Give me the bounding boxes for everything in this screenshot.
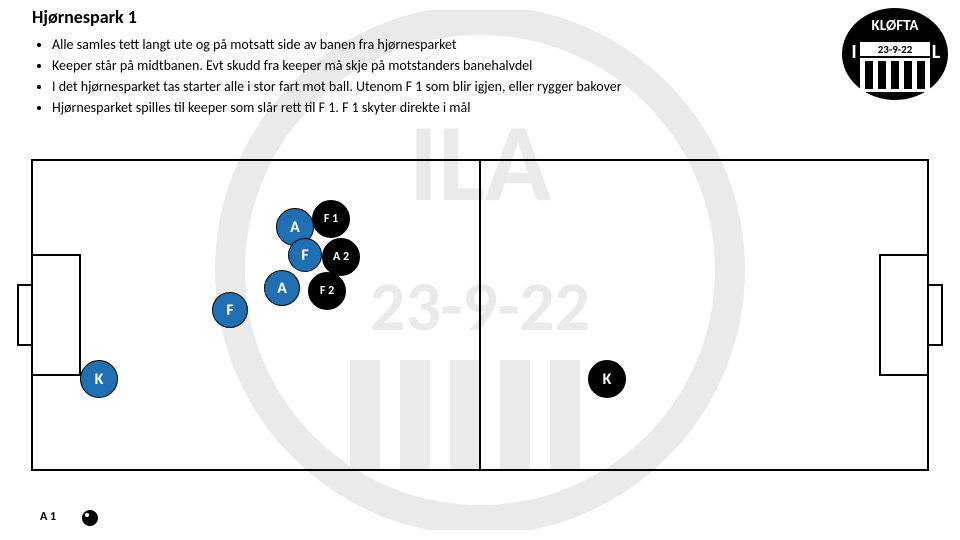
player-k-left: K (80, 360, 118, 398)
bullet-item: Alle samles tett langt ute og på motsatt… (52, 34, 622, 55)
player-k-right: K (588, 360, 626, 398)
bullet-list: Alle samles tett langt ute og på motsatt… (36, 34, 622, 118)
player-f2: F 2 (308, 272, 346, 310)
bullet-item: Hjørnesparket spilles til keeper som slå… (52, 97, 622, 118)
player-f1: F 1 (312, 200, 350, 238)
logo-side-right: L (932, 40, 941, 64)
penalty-box-right (880, 255, 928, 375)
slide-root: I L A 23-9-22 Hjørnespark 1 Alle samles te… (0, 0, 960, 540)
player-f-low: F (212, 292, 248, 328)
ball (82, 510, 98, 526)
logo-top-text: KLØFTA (872, 17, 920, 35)
bullet-item: I det hjørnesparket tas starter alle i s… (52, 76, 622, 97)
pitch-diagram: F 1AA 2FF 2AFKK A 1 (32, 160, 928, 470)
club-logo: KLØFTA I L 23-9-22 (840, 6, 950, 102)
player-a2: A 2 (322, 238, 360, 276)
player-f-mid: F (288, 238, 322, 272)
logo-date: 23-9-22 (878, 43, 913, 56)
pitch-svg (32, 160, 928, 470)
player-a-low: A (264, 270, 300, 306)
page-title: Hjørnespark 1 (32, 6, 137, 28)
goal-right (928, 285, 942, 345)
goal-left (18, 285, 32, 345)
penalty-box-left (32, 255, 80, 375)
bullet-item: Keeper står på midtbanen. Evt skudd fra … (52, 55, 622, 76)
corner-label: A 1 (40, 510, 56, 524)
logo-side-left: I (851, 40, 856, 64)
